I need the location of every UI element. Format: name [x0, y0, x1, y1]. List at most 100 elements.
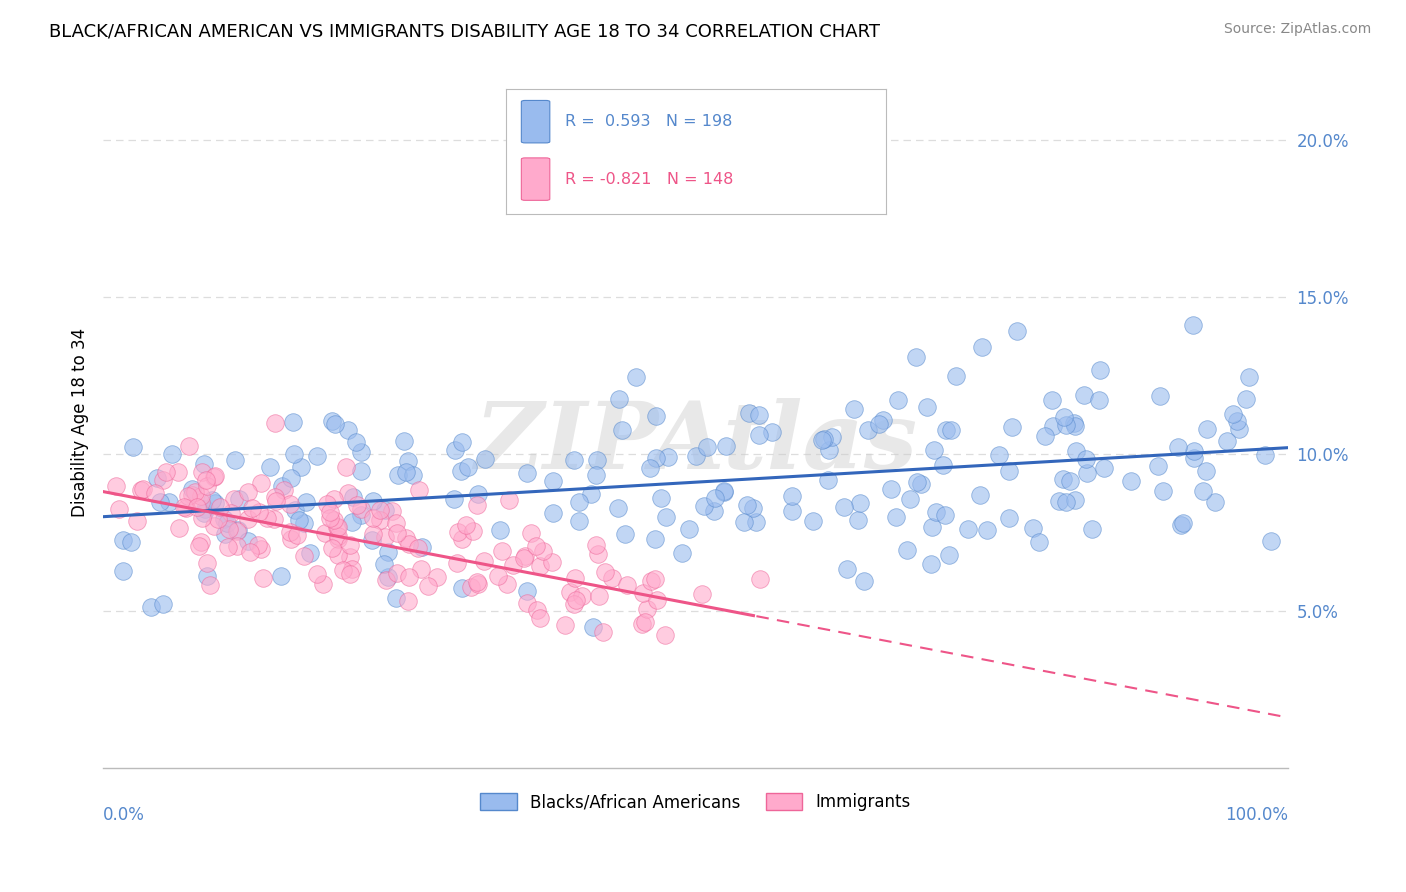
Point: [319, 510, 342, 524]
Point: [690, 587, 713, 601]
Point: [368, 513, 391, 527]
Point: [346, 435, 368, 450]
Point: [204, 496, 226, 510]
Point: [1087, 393, 1109, 408]
Point: [346, 499, 368, 513]
Point: [184, 484, 207, 499]
Point: [398, 570, 420, 584]
Point: [173, 500, 195, 514]
Point: [321, 541, 343, 556]
Point: [616, 578, 638, 592]
Point: [298, 546, 321, 560]
Point: [191, 510, 214, 524]
Point: [900, 491, 922, 506]
Point: [152, 473, 174, 487]
Point: [377, 570, 399, 584]
Point: [319, 505, 342, 519]
Point: [217, 540, 239, 554]
Point: [1147, 458, 1170, 473]
Point: [195, 569, 218, 583]
Point: [644, 532, 666, 546]
Point: [197, 478, 219, 492]
Point: [693, 499, 716, 513]
Point: [1047, 494, 1070, 508]
Point: [396, 454, 419, 468]
Point: [401, 468, 423, 483]
Point: [396, 594, 419, 608]
Point: [385, 516, 408, 531]
Point: [541, 474, 564, 488]
Point: [748, 408, 770, 422]
Point: [259, 459, 281, 474]
Point: [166, 465, 188, 479]
Point: [450, 581, 472, 595]
Point: [780, 504, 803, 518]
Point: [1226, 414, 1249, 428]
Point: [122, 440, 145, 454]
Point: [1001, 420, 1024, 434]
Text: R = -0.821   N = 148: R = -0.821 N = 148: [565, 171, 734, 186]
Point: [1005, 324, 1028, 338]
Point: [264, 490, 287, 504]
Point: [174, 501, 197, 516]
Point: [416, 579, 439, 593]
Point: [703, 504, 725, 518]
Point: [228, 492, 250, 507]
Point: [361, 533, 384, 548]
Point: [780, 489, 803, 503]
Point: [1195, 422, 1218, 436]
Point: [644, 572, 666, 586]
Point: [373, 558, 395, 572]
Point: [832, 500, 855, 515]
Point: [107, 501, 129, 516]
Point: [340, 562, 363, 576]
Point: [761, 425, 783, 440]
Point: [1063, 416, 1085, 430]
Point: [631, 586, 654, 600]
Point: [326, 532, 349, 546]
Point: [219, 506, 242, 520]
Point: [249, 542, 271, 557]
Point: [236, 534, 259, 549]
Point: [463, 524, 485, 538]
Point: [350, 502, 373, 516]
Point: [852, 574, 875, 588]
Point: [1181, 318, 1204, 333]
Point: [1092, 460, 1115, 475]
Point: [1216, 434, 1239, 449]
Point: [821, 430, 844, 444]
Point: [125, 514, 148, 528]
Point: [1192, 484, 1215, 499]
Point: [325, 417, 347, 431]
Point: [280, 524, 302, 539]
Point: [305, 567, 328, 582]
Text: 0.0%: 0.0%: [103, 805, 145, 823]
Point: [650, 491, 672, 505]
Point: [394, 434, 416, 448]
Point: [655, 510, 678, 524]
Point: [451, 434, 474, 449]
Point: [541, 506, 564, 520]
Text: BLACK/AFRICAN AMERICAN VS IMMIGRANTS DISABILITY AGE 18 TO 34 CORRELATION CHART: BLACK/AFRICAN AMERICAN VS IMMIGRANTS DIS…: [49, 22, 880, 40]
Point: [444, 442, 467, 457]
Point: [167, 520, 190, 534]
Point: [915, 401, 938, 415]
Point: [406, 541, 429, 555]
Point: [884, 510, 907, 524]
Point: [1059, 475, 1081, 489]
Point: [565, 593, 588, 607]
Point: [496, 576, 519, 591]
Point: [224, 491, 246, 506]
Point: [640, 574, 662, 588]
Point: [582, 619, 605, 633]
Point: [105, 479, 128, 493]
Point: [129, 483, 152, 498]
Point: [801, 514, 824, 528]
Point: [193, 457, 215, 471]
Point: [111, 533, 134, 547]
Point: [111, 564, 134, 578]
Point: [264, 493, 287, 508]
Point: [307, 449, 329, 463]
Point: [685, 449, 707, 463]
Point: [486, 569, 509, 583]
